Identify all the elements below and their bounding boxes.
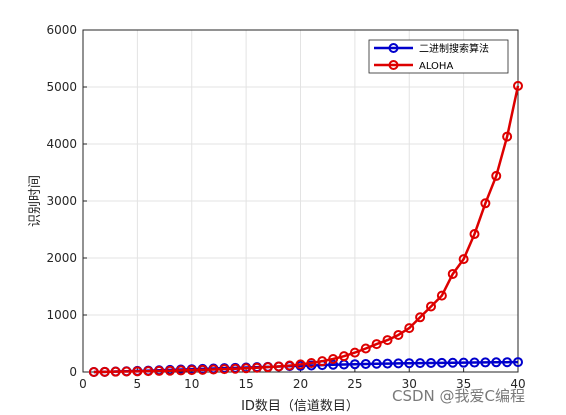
data-point [186,365,197,376]
data-point [426,301,436,312]
data-point [197,364,208,375]
data-point [360,358,371,369]
data-point [480,198,491,209]
series-group [88,80,523,377]
series-aloha [88,80,523,377]
data-point [328,354,339,365]
x-tick-label: 5 [134,377,142,391]
x-tick-label: 25 [347,377,362,391]
data-point [208,364,219,375]
data-point [436,357,447,368]
data-point [154,365,165,376]
data-point [328,359,339,370]
x-axis-label: ID数目（信道数目） [241,399,359,414]
data-point [165,365,175,376]
data-point [393,329,404,340]
y-tick-label: 0 [69,365,77,379]
data-point [175,365,186,376]
data-point [295,359,306,370]
data-point [339,351,349,362]
axis-ticks: 0 5 10 15 20 25 30 35 40 0 1000 2000 3000 4000 5000 600… [46,23,525,391]
y-tick-label: 6000 [46,23,77,37]
data-point [230,363,241,374]
y-axis-label: 识别时间 [28,175,43,227]
data-point [88,367,99,377]
x-tick-label: 20 [293,377,308,391]
data-point [415,312,426,323]
data-point [382,335,393,346]
data-point [415,358,426,369]
grid [82,29,519,373]
data-point [219,364,230,375]
legend-label-binary-search: 二进制搜索算法 [419,42,489,55]
data-point [99,366,110,377]
data-point [469,357,480,368]
data-point [317,356,328,367]
y-tick-label: 5000 [46,80,77,94]
data-point [513,357,523,368]
data-point [436,290,447,301]
data-point [262,362,273,373]
data-point [513,80,523,91]
data-point [132,366,143,377]
data-point [143,366,154,377]
y-tick-label: 4000 [46,137,77,151]
x-tick-label: 40 [510,377,525,391]
data-point [284,360,295,371]
data-point [306,357,317,368]
x-tick-label: 10 [184,377,199,391]
data-point [447,357,458,368]
data-point [273,361,284,372]
data-point [502,357,513,368]
legend-marker-aloha [388,60,399,70]
data-point [371,339,382,350]
x-tick-label: 0 [79,377,87,391]
data-point [426,357,436,368]
data-point [360,343,371,354]
y-tick-label: 2000 [46,251,77,265]
y-tick-label: 1000 [46,308,77,322]
x-tick-label: 30 [402,377,417,391]
data-point [404,323,415,334]
legend: 二进制搜索算法 ALOHA [368,39,509,74]
data-point [491,357,502,368]
data-point [491,170,502,181]
data-point [349,347,360,358]
data-point [349,359,360,370]
data-point [458,357,469,368]
legend-marker-binary-search [388,43,399,53]
data-point [110,366,121,377]
y-tick-label: 3000 [46,194,77,208]
data-point [458,254,469,265]
data-point [371,358,382,369]
data-point [241,363,252,374]
data-point [502,131,513,142]
data-point [447,268,458,279]
x-tick-label: 15 [238,377,253,391]
legend-label-aloha: ALOHA [419,61,453,72]
data-point [382,358,393,369]
legend-box [368,39,509,74]
data-point [469,229,480,240]
data-point [404,358,415,369]
data-point [121,366,132,377]
series-binary-search [88,357,523,377]
data-point [480,357,491,368]
series-line [93,85,520,374]
watermark: CSDN @我爱C编程 [392,387,526,405]
data-point [393,358,404,369]
x-tick-label: 35 [456,377,471,391]
data-point [252,362,262,373]
